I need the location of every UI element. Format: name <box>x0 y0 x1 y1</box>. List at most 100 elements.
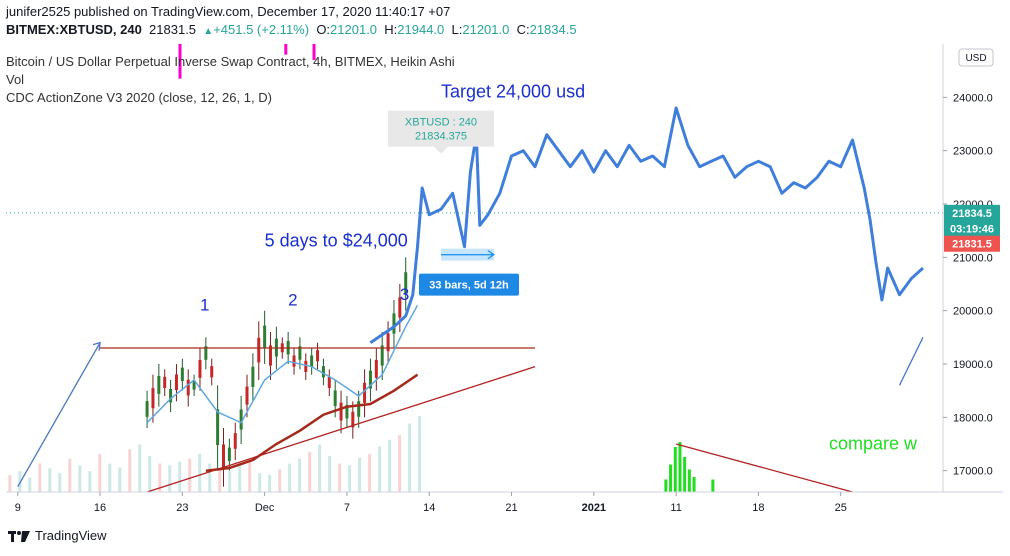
y-tick-label: 20000.0 <box>953 306 993 318</box>
candle-body <box>292 355 296 367</box>
candle-body <box>345 404 349 419</box>
volume-bar <box>348 465 352 492</box>
candle-body <box>392 313 396 334</box>
candle-body <box>339 402 343 421</box>
candle-body <box>380 345 384 366</box>
heikin-ashi-candles <box>145 44 408 487</box>
axes: 17000.018000.019000.020000.021000.022000… <box>6 44 1003 514</box>
x-tick-label: 23 <box>176 502 188 514</box>
volume-bar <box>128 449 132 492</box>
volume-bar <box>68 458 72 492</box>
volume-bar <box>28 477 32 492</box>
volume-bar <box>88 471 92 492</box>
measure-label-box <box>418 273 519 296</box>
green-volume-bar <box>687 469 691 492</box>
candle-body <box>327 376 331 388</box>
x-tick-label: 2021 <box>582 502 606 514</box>
tooltip-box <box>387 110 494 147</box>
y-tick-label: 23000.0 <box>953 146 993 158</box>
green-volume-bar <box>673 447 677 492</box>
volume-bar <box>338 463 342 492</box>
x-tick-label: 21 <box>505 502 517 514</box>
candle-body <box>233 433 237 449</box>
green-volume-bar <box>669 464 673 492</box>
candle-body <box>216 409 220 446</box>
candle-body <box>204 346 208 360</box>
legend-indicator: CDC ActionZone V3 2020 (close, 12, 26, 1… <box>6 90 272 105</box>
volume-bar <box>138 444 142 492</box>
candle-body <box>304 360 308 372</box>
volume-bar <box>188 458 192 492</box>
volume-bar <box>58 473 62 492</box>
candle-body <box>363 382 367 403</box>
volume-bar <box>208 463 212 492</box>
volume-bar <box>148 455 152 492</box>
volume-bar <box>278 469 282 492</box>
price-badge <box>944 235 1000 252</box>
annotation-text: 5 days to $24,000 <box>265 231 408 251</box>
publish-info: junifer2525 published on TradingView.com… <box>6 4 451 19</box>
projected-price-series <box>369 106 925 344</box>
x-tick-label: 14 <box>423 502 435 514</box>
price-badge-label: 03:19:46 <box>950 223 994 235</box>
annotation-text: compare w <box>829 433 918 453</box>
candle-body <box>269 345 273 366</box>
candle-body <box>357 401 361 417</box>
volume-bar <box>388 439 392 492</box>
tradingview-logo-icon <box>8 530 30 542</box>
volume-bar <box>228 471 232 492</box>
candle-body <box>145 401 149 417</box>
x-tick-label: 9 <box>15 502 21 514</box>
candle-body <box>398 297 402 318</box>
candle-body <box>351 411 355 428</box>
legend-volume: Vol <box>6 72 25 87</box>
volume-bar <box>168 465 172 492</box>
x-tick-label: 11 <box>670 502 681 514</box>
volume-bar <box>248 460 252 492</box>
candle-body <box>310 355 314 367</box>
candle-body <box>157 375 161 394</box>
tradingview-logo[interactable]: TradingView <box>8 528 107 543</box>
candle-body <box>221 444 225 470</box>
volume-bar <box>198 454 202 492</box>
volume-bar <box>358 457 362 492</box>
annotation-text: Target 24,000 usd <box>441 81 585 101</box>
green-volume-bar <box>664 479 668 492</box>
volume-bar <box>18 471 22 492</box>
candle-body <box>386 333 390 352</box>
candle-body <box>374 359 378 378</box>
volume-bar <box>118 467 122 492</box>
measure-arrowhead <box>487 250 496 260</box>
ema-slow-line <box>205 373 419 472</box>
x-tick-label: 25 <box>835 502 847 514</box>
ema-fast-line <box>146 304 419 424</box>
green-volume-bar <box>683 457 687 492</box>
x-tick-label: 16 <box>94 502 106 514</box>
price-badge-label: 21831.5 <box>952 239 992 251</box>
candle-body <box>368 370 372 389</box>
tooltip-symbol: XBTUSD : 240 <box>405 117 477 129</box>
candle-body <box>210 366 214 378</box>
candle-body <box>174 374 178 391</box>
volume-bar <box>328 455 332 492</box>
volume-bar <box>238 465 242 492</box>
tooltip-pointer <box>433 146 448 154</box>
candle-body <box>333 390 337 407</box>
volume-bar <box>268 474 272 492</box>
trend-line <box>675 443 853 493</box>
trend-arrowhead <box>92 341 101 351</box>
legend-title: Bitcoin / US Dollar Perpetual Inverse Sw… <box>6 54 455 69</box>
candle-body <box>251 366 255 387</box>
volume-bar <box>108 463 112 492</box>
candle-body <box>321 366 325 378</box>
ema-lines <box>146 304 419 472</box>
candle-body <box>163 376 167 388</box>
volume-bar <box>398 435 402 492</box>
volume-bar <box>218 468 222 492</box>
annotation-text: 3 <box>400 285 409 304</box>
candle-body <box>404 272 408 295</box>
candle-body <box>198 359 202 378</box>
volume-bar <box>308 452 312 492</box>
volume-bar <box>158 463 162 492</box>
